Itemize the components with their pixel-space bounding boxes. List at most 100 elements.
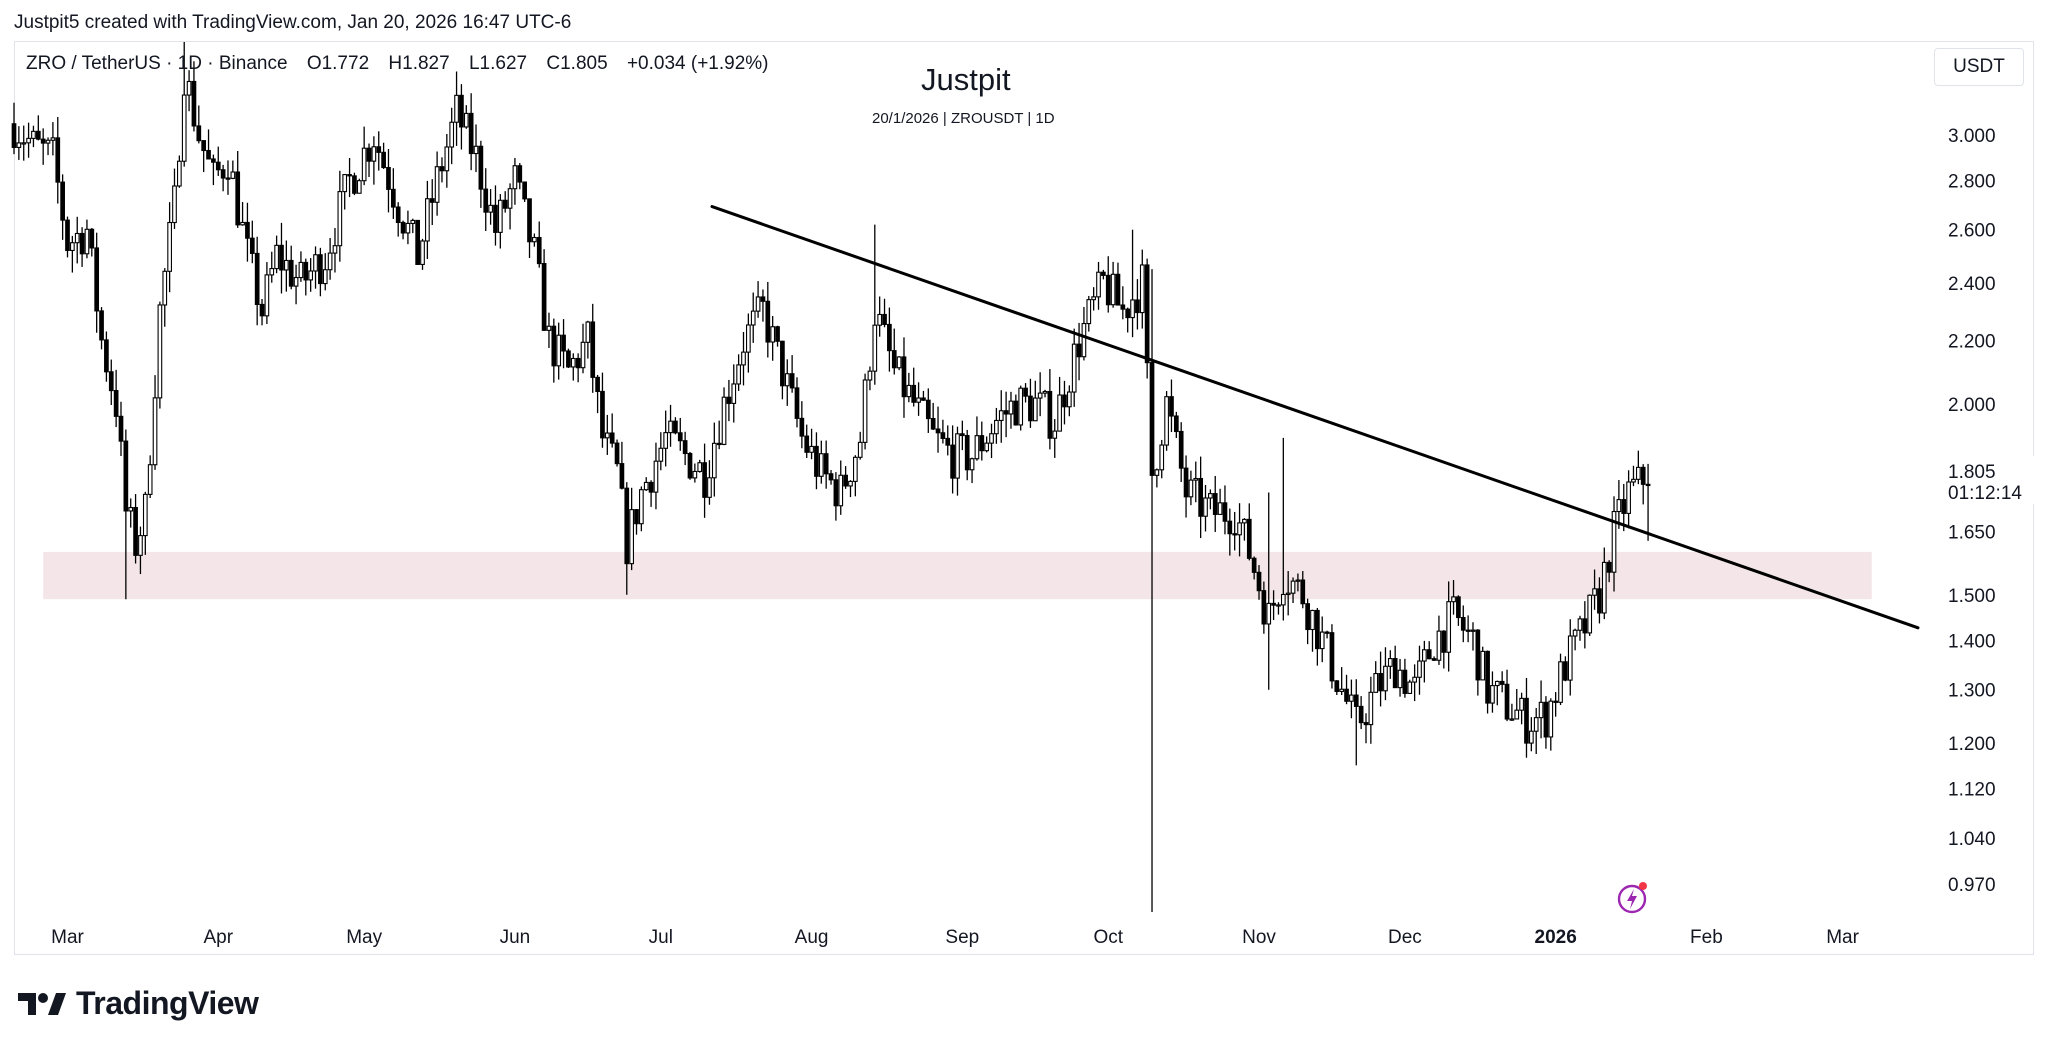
candle-body[interactable] [454,94,459,123]
candle-body[interactable] [356,180,362,194]
candle-body[interactable] [648,481,654,493]
candle-body[interactable] [420,240,425,265]
candle-body[interactable] [882,313,887,325]
candle-body[interactable] [809,445,814,453]
candle-body[interactable] [1144,264,1150,364]
candle-body[interactable] [1538,701,1544,719]
candle-body[interactable] [473,145,479,155]
candle-body[interactable] [468,112,474,155]
candle-body[interactable] [1334,680,1340,692]
candle-body[interactable] [614,442,620,465]
candle-body[interactable] [1548,700,1554,738]
candle-body[interactable] [852,456,858,482]
candle-body[interactable] [1256,571,1262,592]
candle-body[interactable] [1577,618,1583,631]
candle-body[interactable] [1441,630,1447,653]
candle-body[interactable] [172,185,177,224]
candle-body[interactable] [225,177,231,180]
candle-body[interactable] [1178,430,1184,469]
candle-body[interactable] [162,270,168,306]
candle-body[interactable] [1528,730,1534,744]
candle-body[interactable] [1543,701,1549,738]
candle-body[interactable] [1524,697,1529,744]
candle-body[interactable] [930,417,936,430]
candle-body[interactable] [921,397,926,401]
candle-body[interactable] [147,464,153,495]
candle-body[interactable] [658,447,664,462]
candle-body[interactable] [303,261,309,281]
candle-body[interactable] [1480,650,1486,681]
candle-body[interactable] [789,373,795,389]
candle-body[interactable] [104,339,109,373]
candle-body[interactable] [493,204,498,233]
candle-body[interactable] [887,323,892,352]
candle-body[interactable] [342,174,348,193]
candle-body[interactable] [755,296,761,312]
candle-body[interactable] [707,477,712,498]
candle-body[interactable] [483,188,489,213]
candle-body[interactable] [449,121,455,148]
candle-body[interactable] [1276,604,1281,607]
candle-body[interactable] [118,415,124,442]
candle-body[interactable] [566,350,571,368]
candle-body[interactable] [410,219,416,224]
candle-body[interactable] [55,137,61,183]
candle-body[interactable] [989,433,994,444]
candle-body[interactable] [784,373,790,387]
candle-body[interactable] [750,310,756,326]
candle-body[interactable] [1373,673,1379,693]
candle-body[interactable] [1572,629,1578,637]
candle-body[interactable] [1071,343,1077,393]
candle-body[interactable] [1110,273,1116,306]
candle-body[interactable] [833,479,839,507]
candle-body[interactable] [191,80,197,127]
candle-body[interactable] [551,325,557,367]
candle-body[interactable] [181,94,187,162]
candle-body[interactable] [415,219,421,265]
candle-body[interactable] [1066,391,1072,408]
candle-body[interactable] [950,444,955,479]
candle-body[interactable] [235,171,241,226]
candle-body[interactable] [298,261,304,279]
candle-body[interactable] [639,489,644,525]
candle-body[interactable] [994,419,999,435]
candle-body[interactable] [1383,665,1388,692]
candle-body[interactable] [1446,601,1452,653]
candle-body[interactable] [1285,592,1291,596]
candle-body[interactable] [1358,705,1364,724]
candle-body[interactable] [1101,271,1106,276]
candle-body[interactable] [609,432,615,444]
candle-body[interactable] [1475,629,1481,681]
candle-body[interactable] [313,254,318,272]
candle-body[interactable] [629,509,634,565]
candle-body[interactable] [1135,299,1140,314]
candle-body[interactable] [848,480,853,487]
candle-body[interactable] [352,175,357,194]
candle-body[interactable] [517,165,523,183]
candle-body[interactable] [381,151,386,169]
candle-body[interactable] [1023,387,1028,397]
candle-body[interactable] [1635,466,1641,480]
candle-body[interactable] [138,535,143,556]
candle-body[interactable] [196,125,202,142]
descending-trendline[interactable] [710,205,1920,630]
candle-body[interactable] [1203,497,1208,517]
candle-body[interactable] [240,221,245,226]
candle-body[interactable] [1125,308,1131,319]
candle-body[interactable] [1344,688,1349,702]
candle-body[interactable] [1509,718,1515,721]
candle-body[interactable] [1232,533,1238,536]
candle-body[interactable] [575,357,581,369]
candle-body[interactable] [1169,396,1174,417]
candle-body[interactable] [201,140,207,152]
candle-body[interactable] [264,274,270,317]
candle-body[interactable] [1081,323,1087,358]
candle-body[interactable] [478,145,484,190]
candle-body[interactable] [1553,700,1559,703]
candle-body[interactable] [288,259,294,287]
candle-body[interactable] [133,507,138,556]
candle-body[interactable] [1091,296,1097,301]
candle-body[interactable] [546,325,552,331]
candle-body[interactable] [1003,410,1009,415]
footer-brand[interactable]: TradingView [18,985,259,1022]
